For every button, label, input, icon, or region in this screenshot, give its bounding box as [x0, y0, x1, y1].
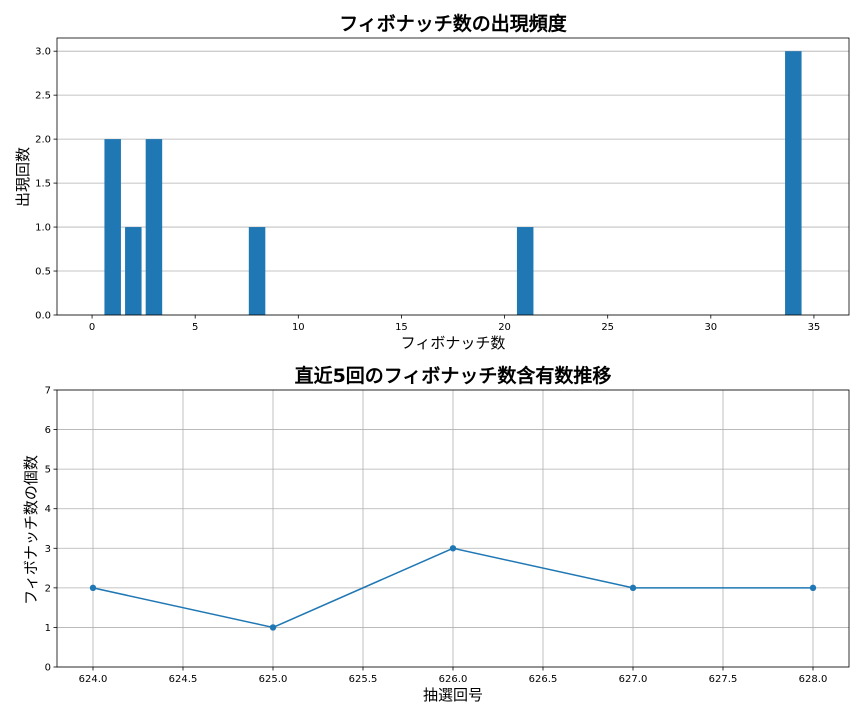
fibonacci-trend-chart: 直近5回のフィボナッチ数含有数推移 624.0 624.5 625.0 625.5 62…	[22, 364, 850, 704]
chart2-ylabel: フィボナッチ数の個数	[22, 455, 40, 605]
chart1-xtick-label: 20	[498, 322, 511, 333]
chart2-xtick-label: 626.5	[529, 674, 558, 685]
bar-fib-2	[125, 227, 142, 315]
chart1-title: フィボナッチ数の出現頻度	[339, 12, 568, 35]
chart2-ytick-label: 6	[45, 425, 51, 436]
chart2-xtick-label: 624.5	[169, 674, 198, 685]
chart1-ytick-label: 2.0	[35, 135, 51, 146]
chart1-xtick-label: 35	[808, 322, 821, 333]
chart1-xtick-label: 5	[192, 322, 198, 333]
chart2-xtick-label: 628.0	[799, 674, 828, 685]
chart2-ytick-label: 1	[45, 623, 51, 634]
chart2-xtick-label: 624.0	[79, 674, 108, 685]
chart2-xtick-label: 627.0	[619, 674, 648, 685]
bar-fib-3	[145, 139, 163, 315]
chart2-xtick-label: 626.0	[439, 674, 468, 685]
chart1-xlabel: フィボナッチ数	[401, 334, 506, 352]
point-draw-625	[269, 624, 277, 631]
chart2-ytick-label: 4	[45, 504, 51, 515]
chart1-xtick-label: 30	[704, 322, 717, 333]
chart1-ytick-label: 2.5	[35, 91, 51, 102]
fibonacci-frequency-chart: フィボナッチ数の出現頻度 0 5 10 15 20 25 30 35 0.0 0.5 1.0 1.5…	[14, 12, 850, 352]
chart1-xtick-label: 10	[292, 322, 305, 333]
chart2-xlabel: 抽選回号	[423, 686, 483, 704]
chart1-xtick-label: 15	[395, 322, 408, 333]
point-draw-624	[89, 584, 97, 592]
chart1-ylabel: 出現回数	[14, 147, 32, 207]
point-draw-628	[809, 584, 817, 592]
chart2-ytick-label: 2	[45, 583, 51, 594]
chart2-xtick-label: 627.5	[709, 674, 738, 685]
chart2-xtick-label: 625.5	[349, 674, 378, 685]
chart2-ytick-label: 0	[45, 663, 51, 674]
chart1-ytick-label: 1.5	[35, 179, 51, 190]
point-draw-626	[449, 545, 457, 552]
bar-fib-21	[516, 227, 534, 315]
bar-fib-8	[248, 227, 266, 315]
chart1-ytick-label: 0.5	[35, 267, 51, 278]
chart2-title: 直近5回のフィボナッチ数含有数推移	[295, 364, 612, 387]
chart1-ytick-label: 3.0	[35, 47, 51, 58]
chart2-ytick-label: 7	[45, 386, 51, 397]
chart1-ytick-label: 0.0	[35, 311, 51, 322]
chart1-xtick-label: 0	[89, 322, 95, 333]
chart2-ytick-label: 5	[45, 465, 51, 476]
chart1-xtick-label: 25	[601, 322, 614, 333]
bar-fib-1	[104, 139, 121, 315]
chart2-xtick-label: 625.0	[259, 674, 288, 685]
bar-fib-34	[785, 51, 802, 315]
chart1-ytick-label: 1.0	[35, 223, 51, 234]
chart1-plot-frame	[56, 37, 850, 316]
point-draw-627	[629, 584, 637, 592]
chart2-ytick-label: 3	[45, 544, 51, 555]
